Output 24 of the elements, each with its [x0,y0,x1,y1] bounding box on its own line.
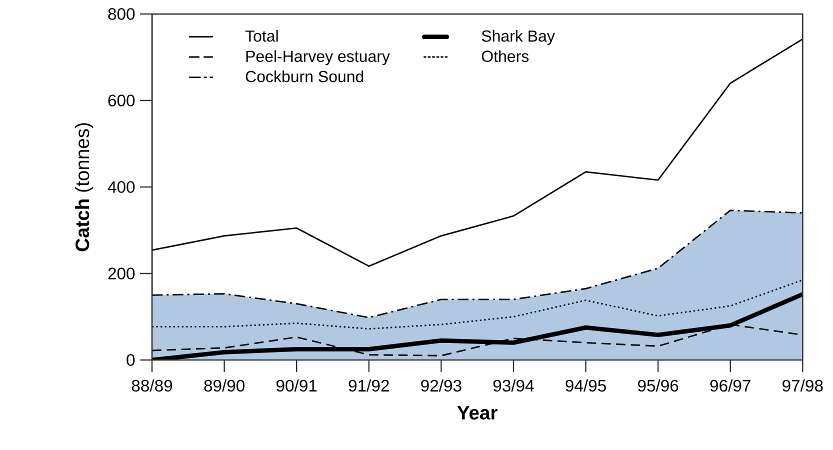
legend-label: Total [245,30,278,42]
x-tick-label: 95/96 [638,379,678,392]
legend-label: Others [482,50,529,62]
legend-label: Cockburn Sound [246,70,364,82]
y-tick-label: 0 [126,354,135,366]
x-tick-label: 92/93 [421,379,462,392]
y-tick-label: 800 [108,8,135,20]
x-tick-label: 88/89 [132,379,172,392]
x-tick-label: 94/95 [566,379,606,392]
x-tick-label: 90/91 [276,379,317,392]
x-tick-label: 91/92 [348,379,389,392]
y-tick-label: 200 [108,268,135,280]
line-series [152,292,803,360]
x-tick-label: 97/98 [782,379,823,392]
x-tick-label: 89/90 [204,379,244,392]
x-tick-label: 96/97 [710,379,750,392]
x-axis-title: Year [457,406,498,420]
y-tick-label: 400 [108,181,135,193]
x-tick-label: 93/94 [493,379,534,392]
y-tick-label: 600 [108,94,135,106]
legend-label: Peel-Harvey estuary [246,50,390,66]
line-series [152,279,803,330]
y-axis-title: Catch (tonnes) [74,123,94,252]
legend-label: Shark Bay [482,30,555,45]
